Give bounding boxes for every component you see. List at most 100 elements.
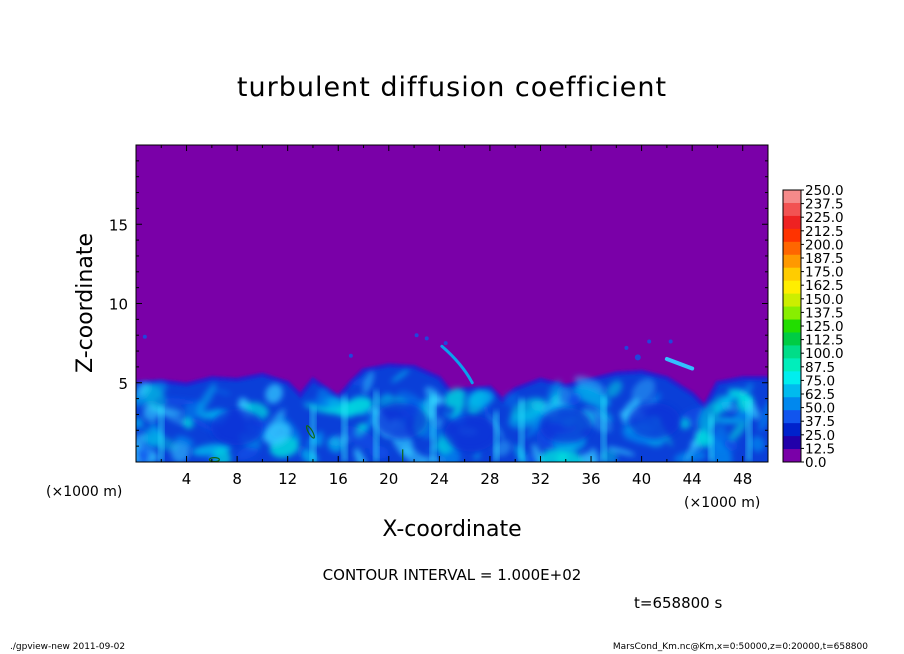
colorbar-label: 212.5: [805, 224, 844, 240]
turbulence-wisp: [175, 435, 194, 448]
colorbar-label: 37.5: [805, 414, 835, 430]
thermal-plume: [430, 393, 437, 462]
x-axis-title: X-coordinate: [382, 517, 521, 542]
colorbar-swatch: [783, 319, 801, 333]
eddy-core: [444, 415, 497, 452]
turbulence-wisp: [301, 399, 332, 405]
thermal-plume: [708, 414, 715, 462]
turbulence-wisp: [211, 448, 232, 462]
thermal-plume: [373, 390, 380, 462]
turbulence-wisp: [606, 380, 623, 398]
y-axis-title: Z-coordinate: [73, 233, 98, 373]
colorbar: 250.0237.5225.0212.5200.0187.5175.0162.5…: [782, 183, 844, 471]
thermal-plume: [600, 395, 607, 462]
turbulence-wisp: [351, 377, 368, 386]
colorbar-swatch: [783, 267, 801, 282]
colorbar-swatch: [783, 410, 801, 424]
turbulence-wisp: [327, 436, 344, 453]
colorbar-swatch: [783, 384, 801, 398]
turbulence-wisp: [695, 430, 713, 448]
colorbar-label: 50.0: [805, 401, 835, 417]
x-tick-label: 40: [632, 470, 651, 488]
colorbar-label: 12.5: [805, 441, 835, 457]
turbulence-wisp: [574, 376, 605, 394]
turbulence-wisp: [185, 415, 219, 434]
x-tick-label: 8: [232, 470, 242, 488]
turbulence-wisp: [729, 420, 748, 441]
y-tick-label: 15: [109, 216, 128, 234]
contour-interval-label: CONTOUR INTERVAL = 1.000E+02: [322, 566, 582, 584]
colorbar-swatch: [783, 202, 801, 217]
colorbar-label: 25.0: [805, 428, 835, 444]
x-tick-label: 32: [531, 470, 550, 488]
mixed-layer: [136, 333, 768, 462]
turbulence-wisp: [451, 401, 466, 418]
turbulence-wisp: [467, 389, 494, 408]
colorbar-swatch: [783, 254, 801, 269]
eddy-core: [628, 402, 681, 439]
colorbar-swatch: [783, 423, 801, 437]
time-label: t=658800 s: [634, 594, 723, 612]
turbulence-wisp: [714, 417, 741, 424]
colorbar-swatch: [783, 306, 801, 321]
colorbar-label: 225.0: [805, 210, 844, 226]
eddy-core: [211, 409, 264, 446]
colorbar-label: 162.5: [805, 278, 844, 294]
detached-blob: [414, 333, 419, 338]
colorbar-swatch: [783, 397, 801, 411]
turbulence-wisp: [138, 449, 150, 462]
x-tick-label: 28: [480, 470, 499, 488]
turbulence-wisp: [236, 445, 260, 460]
thermal-plume: [309, 406, 316, 462]
turbulence-wisp: [362, 370, 375, 394]
chart-title: turbulent diffusion coefficient: [236, 72, 668, 103]
turbulence-wisp: [710, 443, 733, 462]
colorbar-swatch: [783, 449, 801, 463]
colorbar-swatch: [783, 436, 801, 450]
thermal-plume: [746, 398, 753, 462]
filament: [664, 356, 695, 371]
detached-blob: [624, 345, 629, 350]
colorbar-label: 112.5: [805, 333, 844, 349]
x-axis-unit-left: (×1000 m): [46, 484, 122, 500]
turbulence-wisp: [589, 448, 599, 462]
colorbar-swatch: [783, 215, 801, 230]
x-tick-label: 4: [182, 470, 192, 488]
thermal-plume: [518, 398, 525, 462]
turbulence-wisp: [443, 411, 458, 422]
turbulence-wisp: [136, 417, 144, 429]
x-tick-label: 48: [733, 470, 752, 488]
turbulence-wisp: [342, 425, 378, 450]
turbulence-wisp: [354, 448, 368, 462]
turbulence-wisp: [473, 451, 481, 461]
colorbar-label: 150.0: [805, 292, 844, 308]
detached-blob: [424, 336, 429, 341]
footer-left: ./gpview-new 2011-09-02: [10, 642, 126, 652]
turbulence-wisp: [212, 388, 232, 395]
colorbar-swatch: [783, 332, 801, 346]
turbulence-wisp: [524, 453, 538, 462]
colorbar-label: 237.5: [805, 197, 844, 213]
colorbar-label: 0.0: [805, 455, 826, 471]
turbulence-wisp: [264, 422, 291, 446]
turbulence-wisp: [182, 417, 194, 429]
turbulence-wisp: [631, 378, 656, 404]
x-tick-label: 12: [278, 470, 297, 488]
detached-blob: [348, 353, 353, 358]
colorbar-label: 62.5: [805, 387, 835, 403]
colorbar-label: 250.0: [805, 183, 844, 199]
turbulence-wisp: [143, 384, 166, 411]
colorbar-label: 175.0: [805, 265, 844, 281]
thermal-plume: [341, 395, 348, 462]
thermal-plume: [493, 411, 500, 462]
colorbar-label: 75.0: [805, 373, 835, 389]
colorbar-label: 137.5: [805, 305, 844, 321]
eddy-core: [539, 407, 592, 444]
footer-right: MarsCond_Km.nc@Km,x=0:50000,z=0:20000,t=…: [612, 642, 868, 652]
turbulence-wisp: [531, 443, 547, 462]
turbulence-wisp: [508, 409, 547, 429]
turbulence-wisp: [546, 380, 562, 406]
x-tick-label: 20: [379, 470, 398, 488]
y-tick-label: 5: [118, 375, 128, 393]
